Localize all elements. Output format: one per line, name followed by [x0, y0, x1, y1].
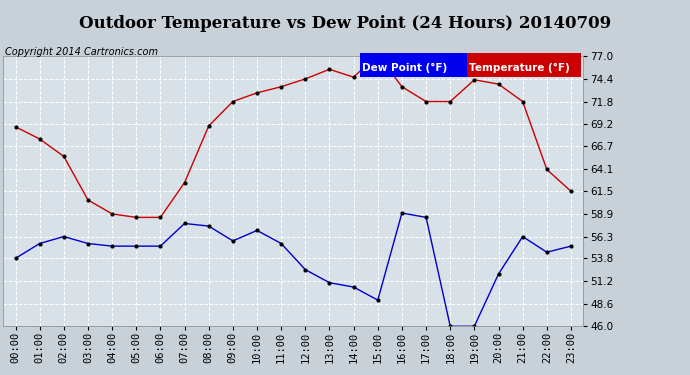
Text: Copyright 2014 Cartronics.com: Copyright 2014 Cartronics.com — [5, 47, 158, 57]
Text: Dew Point (°F): Dew Point (°F) — [362, 63, 447, 74]
Text: Outdoor Temperature vs Dew Point (24 Hours) 20140709: Outdoor Temperature vs Dew Point (24 Hou… — [79, 15, 611, 32]
Text: Temperature (°F): Temperature (°F) — [469, 63, 570, 74]
